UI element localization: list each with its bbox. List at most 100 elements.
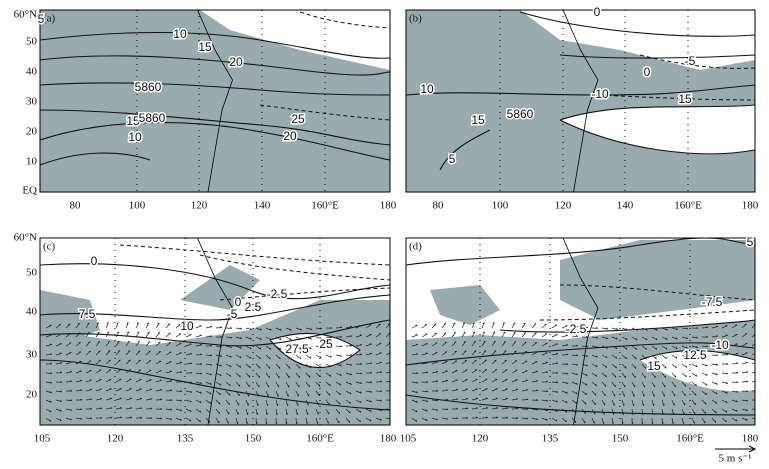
wind-vector: [501, 369, 508, 374]
wind-vector: [461, 341, 467, 347]
wind-vector: [601, 327, 609, 330]
wind-vector: [135, 416, 143, 419]
wind-vector: [205, 399, 212, 404]
wind-vector: [581, 363, 588, 367]
contour: [519, 11, 755, 37]
shading: [180, 265, 260, 310]
wind-vector: [441, 360, 448, 365]
wind-vector: [105, 378, 112, 383]
wind-vector: [561, 390, 568, 394]
wind-vector: [411, 334, 418, 338]
wind-vector: [751, 371, 755, 374]
wind-vector: [305, 399, 309, 406]
wind-vector: [375, 342, 382, 347]
wind-vector: [691, 345, 699, 348]
contour-label: 15: [647, 359, 661, 373]
wind-vector: [621, 372, 626, 379]
wind-vector: [65, 323, 71, 329]
wind-vector: [345, 363, 353, 366]
contour: [40, 263, 390, 300]
wind-vector: [741, 333, 748, 338]
shading: [40, 300, 390, 425]
wind-vector: [641, 327, 648, 331]
wind-vector: [571, 381, 578, 385]
wind-vector: [601, 345, 608, 349]
wind-vector: [175, 399, 183, 402]
wind-vector: [305, 390, 310, 397]
wind-vector: [621, 336, 628, 341]
wind-vector: [681, 336, 688, 340]
wind-vector: [601, 336, 608, 340]
wind-vector: [225, 345, 233, 349]
wind-vector: [581, 372, 588, 377]
wind-vector: [155, 398, 163, 401]
wind-vector: [451, 417, 459, 420]
wind-vector: [255, 345, 262, 350]
wind-vector: [65, 370, 72, 374]
contour: [439, 129, 491, 171]
wind-vector: [571, 390, 578, 395]
wind-vector: [55, 408, 62, 412]
shading: [430, 285, 500, 325]
wind-vector: [265, 390, 269, 397]
wind-vector: [471, 397, 478, 401]
wind-vector: [355, 408, 362, 413]
wind-vector: [641, 363, 647, 369]
wind-vector: [295, 354, 301, 360]
wind-vector: [621, 363, 627, 369]
wind-vector: [591, 327, 599, 329]
wind-vector: [631, 381, 636, 388]
wind-vector: [355, 325, 362, 329]
wind-vector: [155, 360, 162, 365]
wind-vector: [451, 350, 457, 356]
wind-vector: [511, 417, 519, 419]
wind-vector: [551, 324, 558, 329]
wind-vector: [641, 399, 645, 406]
wind-vector: [275, 381, 280, 388]
wind-vector: [145, 369, 152, 374]
wind-vector: [511, 407, 519, 410]
wind-vector: [285, 345, 292, 350]
wind-vector: [661, 408, 665, 415]
wind-vector: [355, 390, 362, 394]
wind-vector: [215, 381, 222, 386]
wind-vector: [661, 399, 665, 406]
wind-vector: [125, 416, 133, 419]
wind-vector: [751, 342, 755, 347]
wind-vector: [235, 390, 240, 397]
wind-vector: [165, 417, 173, 421]
wind-vector: [721, 417, 727, 423]
x-tick-label: 120: [107, 433, 124, 445]
wind-vector: [551, 381, 559, 384]
wind-vector: [255, 327, 262, 331]
wind-vector: [471, 416, 479, 419]
wind-vector: [175, 380, 183, 383]
wind-vector: [701, 399, 707, 405]
wind-vector: [511, 369, 518, 374]
wind-vector: [721, 408, 728, 413]
wind-vector: [205, 417, 211, 423]
contour-dashed: [259, 104, 390, 121]
wind-vector: [541, 417, 548, 421]
wind-vector: [531, 389, 539, 392]
wind-vector: [65, 351, 72, 356]
wind-vector: [491, 331, 496, 338]
wind-vector: [85, 350, 91, 356]
wind-vector: [75, 322, 80, 329]
wind-vector: [461, 388, 468, 392]
contour-label: -2.5: [566, 322, 587, 336]
wind-vector: [185, 408, 192, 412]
wind-vector: [741, 371, 749, 374]
wind-vector: [531, 370, 538, 374]
wind-vector: [225, 363, 232, 368]
wind-vector: [265, 372, 270, 379]
wind-vector: [45, 381, 53, 384]
wind-vector: [671, 372, 677, 378]
wind-vector: [411, 324, 418, 329]
wind-vector: [481, 416, 489, 419]
wind-vector: [95, 407, 103, 410]
wind-vector: [681, 363, 688, 368]
contour-label: -5: [685, 54, 696, 68]
wind-vector: [661, 390, 665, 397]
wind-vector: [385, 332, 390, 338]
